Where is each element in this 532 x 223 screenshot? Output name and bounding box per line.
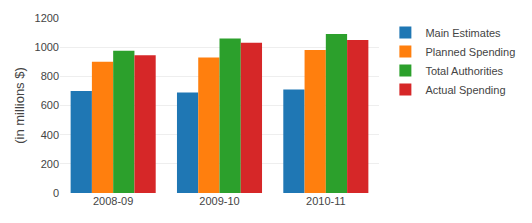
svg-text:1000: 1000: [35, 41, 59, 53]
svg-text:1200: 1200: [35, 12, 59, 24]
svg-text:(in millions $): (in millions $): [12, 67, 27, 144]
svg-text:600: 600: [41, 99, 59, 111]
svg-text:Total Authorities: Total Authorities: [425, 65, 503, 77]
svg-text:200: 200: [41, 158, 59, 170]
svg-text:400: 400: [41, 129, 59, 141]
svg-text:2008-09: 2008-09: [93, 195, 133, 207]
svg-text:Main Estimates: Main Estimates: [425, 27, 501, 39]
svg-text:Planned Spending: Planned Spending: [425, 46, 515, 58]
svg-text:2010-11: 2010-11: [306, 195, 346, 207]
svg-text:800: 800: [41, 70, 59, 82]
svg-text:Actual Spending: Actual Spending: [425, 84, 505, 96]
svg-text:2009-10: 2009-10: [199, 195, 239, 207]
svg-text:0: 0: [53, 187, 59, 199]
